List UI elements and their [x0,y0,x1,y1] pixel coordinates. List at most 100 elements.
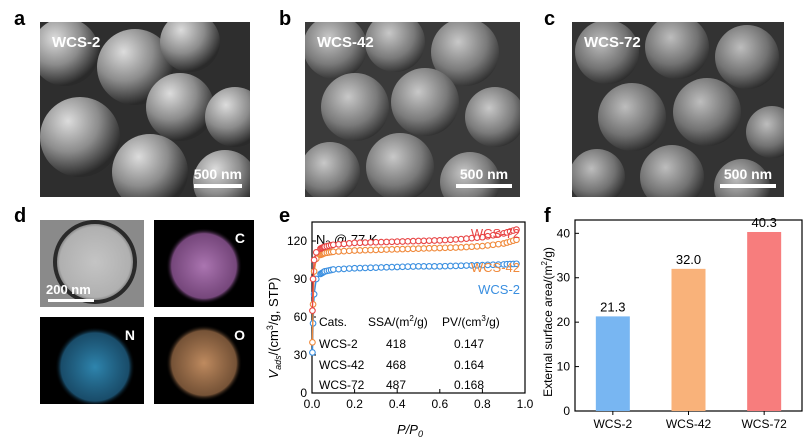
scale-text-b: 500 nm [459,166,509,182]
sem-image-wcs-2: WCS-2 500 nm [40,22,250,197]
surface-area-y-axis-label: External surface area/(m2/g) [540,247,555,397]
table-cell-catalyst: WCS-2 [319,337,358,351]
isotherm-point-wcs-72 [367,239,374,246]
isotherm-point-wcs-2 [377,264,385,271]
scale-text-c: 500 nm [723,166,773,182]
panel-letter-c: c [544,8,556,30]
isotherm-point-wcs-2 [367,264,374,272]
isotherm-x-tick-label: 0.4 [389,397,406,411]
isotherm-point-wcs-72 [309,275,317,283]
surface-area-x-tick-label: WCS-42 [666,417,712,431]
surface-area-bars: WCS-2 21.3 WCS-42 32.0 WCS-72 40.3 [593,215,787,431]
isotherm-y-tick-label: 0 [300,386,307,400]
isotherm-point-wcs-2 [513,260,520,268]
isotherm-point-wcs-2 [393,263,401,271]
isotherm-point-wcs-2 [452,262,460,270]
isotherm-legend-wcs-42: WCS-42 [471,260,520,275]
isotherm-point-wcs-42 [420,245,428,252]
isotherm-x-tick-label: 0.0 [304,397,321,411]
scale-bar-a: 500 nm [194,166,242,188]
bar-wcs-42 [671,268,706,411]
isotherm-point-wcs-2 [329,266,337,273]
isotherm-point-wcs-72 [312,249,320,256]
eds-label-carbon: C [234,230,245,246]
isotherm-point-wcs-2 [420,262,428,270]
isotherm-point-wcs-2 [399,263,406,271]
scale-line-b [456,184,512,188]
isotherm-point-wcs-2 [415,262,422,270]
isotherm-y-tick-label: 120 [287,234,307,248]
sem-label-wcs-42: WCS-42 [317,34,374,51]
surface-area-chart: 0 10 20 30 40 External surface area/(m2/g) W… [540,215,803,431]
isotherm-point-wcs-2 [404,263,412,271]
isotherm-point-wcs-2 [436,262,444,270]
isotherm-point-wcs-42 [479,242,486,250]
isotherm-point-wcs-72 [393,238,401,245]
isotherm-point-wcs-42 [361,246,369,254]
bar-value-label: 21.3 [600,299,625,314]
isotherm-point-wcs-2 [361,264,369,272]
isotherm-point-wcs-42 [345,247,353,255]
isotherm-point-wcs-42 [399,245,406,253]
isotherm-point-wcs-72 [431,237,438,244]
sem-micrograph-wcs-2 [40,22,250,197]
table-cell-catalyst: WCS-72 [319,378,365,392]
isotherm-point-wcs-42 [447,244,454,252]
panel-letter-e: e [279,205,291,227]
isotherm-point-wcs-42 [393,245,401,253]
isotherm-point-wcs-2 [351,264,358,272]
bar-wcs-72 [747,231,782,411]
table-cell-pv: 0.147 [454,337,484,351]
isotherm-point-wcs-42 [431,244,438,252]
eds-nitrogen-dots [55,327,135,404]
panel-letter-b: b [279,8,292,30]
isotherm-series-group: WCS-2 WCS-42 WCS-72 [309,226,520,356]
isotherm-point-wcs-72 [457,235,465,243]
sem-label-wcs-2: WCS-2 [52,34,101,51]
scale-bar-b: 500 nm [456,166,512,188]
isotherm-point-wcs-72 [513,226,520,233]
isotherm-point-wcs-42 [468,243,476,251]
isotherm-point-wcs-42 [309,338,316,346]
isotherm-point-wcs-2 [441,262,449,270]
surface-area-plot-area: 0 10 20 30 40 [557,219,803,418]
isotherm-point-wcs-42 [441,244,449,252]
table-cell-catalyst: WCS-42 [319,358,365,372]
eds-map-oxygen: O [154,317,254,404]
surface-area-x-tick-label: WCS-2 [593,417,632,431]
isotherm-point-wcs-2 [383,263,390,271]
tem-image: 200 nm [40,220,144,307]
scale-line-c [720,184,776,188]
tem-micrograph [40,220,144,307]
isotherm-point-wcs-42 [463,243,470,251]
isotherm-point-wcs-2 [309,349,316,356]
table-cell-ssa: 468 [386,358,406,372]
isotherm-point-wcs-42 [340,247,348,255]
isotherm-legend-wcs-2: WCS-2 [478,282,520,297]
surface-area-y-tick-label: 40 [557,226,571,240]
surface-area-y-tick-label: 0 [563,404,570,418]
eds-map-carbon: C [154,220,254,307]
isotherm-point-wcs-42 [473,243,481,250]
isotherm-point-wcs-72 [361,239,369,246]
isotherm-point-wcs-2 [457,262,465,270]
isotherm-y-tick-label: 60 [294,310,308,324]
isotherm-x-axis-label: P/P0 [397,422,423,439]
isotherm-y-tick-label: 30 [294,348,308,362]
isotherm-point-wcs-72 [340,240,348,248]
isotherm-point-wcs-2 [388,263,396,271]
scale-line-a [193,184,242,188]
scale-text-a: 500 nm [193,166,242,182]
bar-value-label: 40.3 [752,215,777,230]
isotherm-point-wcs-42 [404,245,412,253]
eds-label-nitrogen: N [124,327,135,343]
sem-image-wcs-72: WCS-72 500 nm [572,22,784,197]
sem-micrograph-wcs-72 [572,22,784,197]
isotherm-point-wcs-42 [383,246,390,253]
tem-scale-text: 200 nm [46,282,91,297]
isotherm-point-wcs-72 [335,240,342,248]
isotherm-point-wcs-42 [409,245,417,253]
isotherm-legend-wcs-72: WCS-72 [471,226,520,241]
isotherm-point-wcs-72 [441,236,449,244]
isotherm-point-wcs-72 [329,241,337,249]
